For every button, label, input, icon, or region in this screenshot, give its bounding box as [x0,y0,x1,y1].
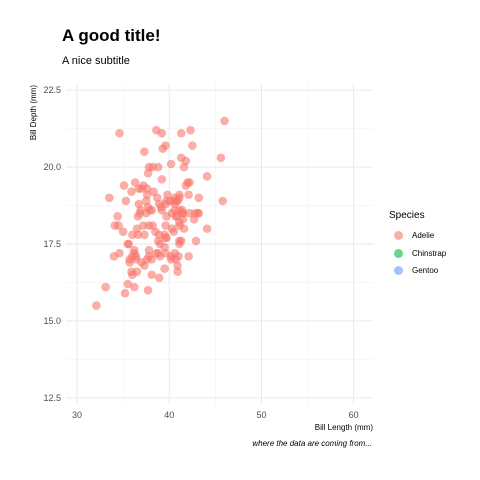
data-point [131,252,141,261]
data-point [188,141,197,150]
x-tick-label: 60 [349,410,359,420]
data-point [154,273,164,283]
data-point [169,227,179,236]
data-point [143,285,153,295]
data-point [147,270,157,280]
data-point [123,279,133,289]
x-tick-label: 40 [164,410,174,420]
x-tick-label: 30 [72,410,82,420]
data-point [105,193,114,203]
data-point [220,116,229,126]
data-point [186,125,195,135]
data-point [181,156,191,166]
data-point [218,196,228,206]
data-point [173,267,182,276]
data-point [119,181,129,190]
data-point [157,128,167,138]
data-point [191,236,201,246]
data-point [132,267,142,276]
data-point [142,190,152,200]
data-point [178,215,188,224]
data-point [92,301,101,310]
data-point [194,208,204,218]
data-points [92,116,229,310]
data-point [173,261,182,270]
data-point [216,153,226,163]
data-point [153,162,163,172]
data-point [120,288,130,298]
y-tick-label: 17.5 [43,239,61,249]
data-point [202,224,212,233]
legend-label: Gentoo [412,266,439,276]
data-point [127,187,136,196]
data-point [179,224,189,233]
legend-item: Chinstrap [389,245,446,263]
chart-subtitle: A nice subtitle [62,55,130,67]
data-point [174,252,183,261]
data-point [142,184,152,193]
y-tick-label: 20.0 [43,162,61,172]
legend-label: Chinstrap [412,248,447,258]
data-point [124,239,133,249]
data-point [113,212,122,221]
data-point [115,128,124,138]
legend-title: Species [389,210,425,221]
legend-item: Adelie [389,227,446,245]
y-tick-label: 12.5 [43,393,61,403]
data-point [176,236,186,246]
data-point [176,128,186,138]
data-point [202,172,212,181]
data-point [194,193,204,203]
data-point [129,282,139,292]
legend-swatch [394,231,403,241]
legend-swatch [394,248,403,258]
data-point [114,221,123,230]
data-point [178,208,188,218]
y-tick-label: 22.5 [43,85,61,95]
data-point [121,196,131,206]
data-point [160,264,169,273]
data-point [118,227,128,236]
y-tick-label: 15.0 [43,316,61,326]
axis-ticks: 30 40 50 60 12.5 15.0 17.5 20.0 22.5 [43,85,358,420]
data-point [140,230,149,240]
data-point [175,190,184,200]
data-point [161,221,170,230]
data-point [144,245,154,255]
data-point [184,190,193,200]
chart-title: A good title! [62,26,161,45]
legend-item: Gentoo [389,262,446,280]
data-point [115,248,124,258]
x-tick-label: 50 [256,410,266,420]
y-axis-label: Bill Depth (mm) [29,85,38,140]
data-point [101,282,110,292]
data-point [166,159,176,169]
data-point [184,252,193,261]
chart-caption: where the data are coming from... [252,439,372,448]
grid [66,84,373,404]
data-point [157,175,167,184]
legend-swatch [394,266,403,276]
data-point [147,205,157,215]
data-point [185,178,194,187]
legend-label: Adelie [412,231,435,241]
data-point [147,255,157,264]
data-point [162,233,171,243]
x-axis-label: Bill Length (mm) [315,423,374,432]
legend: Species Adelie Chinstrap Gentoo [389,210,446,280]
data-point [133,230,143,240]
data-point [140,147,149,156]
data-point [161,141,170,150]
